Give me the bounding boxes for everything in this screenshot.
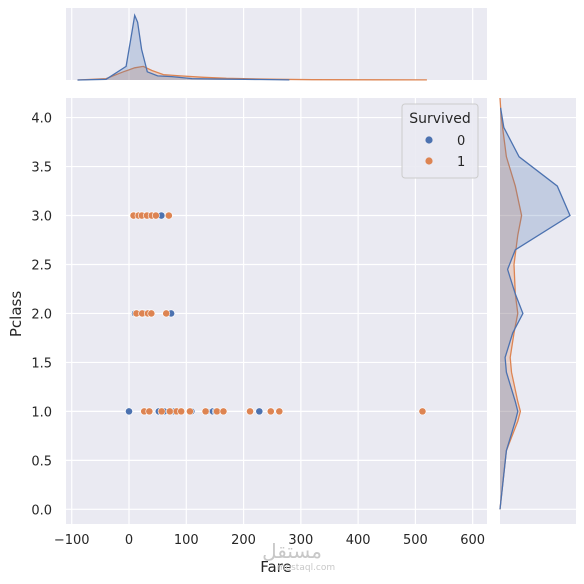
data-point-survived-1 (246, 407, 254, 416)
data-point-survived-1 (165, 407, 174, 416)
right-marginal-area (500, 98, 576, 524)
x-axis-label: Fare (260, 558, 292, 576)
watermark-url-text: mostaql.com (277, 563, 335, 573)
data-point-survived-1 (418, 407, 427, 416)
right-kde-fill-0 (500, 107, 570, 510)
data-point-survived-1 (201, 407, 210, 416)
data-point-survived-1 (157, 407, 166, 416)
top-marginal-grid (71, 8, 474, 80)
data-point-survived-1 (147, 309, 156, 318)
y-tick-label: 1.5 (31, 356, 52, 371)
y-tick-label: 3.5 (31, 161, 52, 176)
y-tick-label: 3.0 (31, 210, 52, 225)
top-kde-fill-0 (77, 15, 290, 80)
y-tick-labels: 0.0 0.5 1.0 1.5 2.0 2.5 3.0 3.5 4.0 (31, 112, 52, 519)
legend-label-1: 1 (457, 155, 465, 170)
right-kde-line-1 (499, 97, 523, 510)
legend-title: Survived (409, 111, 470, 127)
y-tick-label: 4.0 (31, 112, 52, 127)
y-axis-label: Pclass (7, 291, 25, 337)
data-point-survived-1 (162, 309, 171, 318)
y-tick-label: 2.5 (31, 258, 52, 273)
x-tick-labels: −100 0 100 200 300 400 500 600 (54, 533, 485, 548)
x-tick-label: 200 (231, 533, 256, 548)
data-point-survived-1 (213, 407, 221, 416)
scatter-points (125, 211, 427, 416)
y-tick-label: 0.0 (31, 503, 52, 518)
data-point-survived-1 (186, 407, 194, 416)
legend-marker-1 (425, 157, 433, 165)
watermark-logo-text: مستقل (262, 539, 322, 563)
x-tick-label: 100 (174, 533, 199, 548)
top-kde-line-0 (77, 13, 290, 81)
data-point-survived-0 (125, 407, 133, 416)
y-tick-label: 1.0 (31, 405, 52, 420)
data-point-survived-1 (266, 407, 275, 416)
legend: Survived 0 1 (401, 103, 479, 179)
data-point-survived-1 (219, 407, 228, 416)
x-tick-label: −100 (54, 533, 90, 548)
x-tick-label: 400 (346, 533, 371, 548)
right-marginal-kde (499, 97, 571, 510)
legend-label-0: 0 (457, 134, 465, 149)
x-tick-label: 500 (403, 533, 428, 548)
x-tick-label: 300 (288, 533, 313, 548)
data-point-survived-1 (275, 407, 284, 416)
right-kde-line-0 (499, 107, 571, 510)
x-tick-label: 0 (125, 533, 133, 548)
data-point-survived-0 (255, 407, 264, 416)
y-tick-label: 0.5 (31, 454, 52, 469)
top-marginal-kde (77, 13, 427, 81)
data-point-survived-1 (164, 211, 173, 220)
legend-box (401, 103, 479, 179)
right-marginal-grid (500, 116, 576, 510)
data-point-survived-1 (151, 211, 160, 220)
y-tick-label: 2.0 (31, 307, 52, 322)
data-point-survived-1 (145, 407, 154, 416)
x-tick-label: 600 (460, 533, 485, 548)
legend-marker-0 (425, 136, 433, 144)
data-point-survived-1 (177, 407, 186, 416)
